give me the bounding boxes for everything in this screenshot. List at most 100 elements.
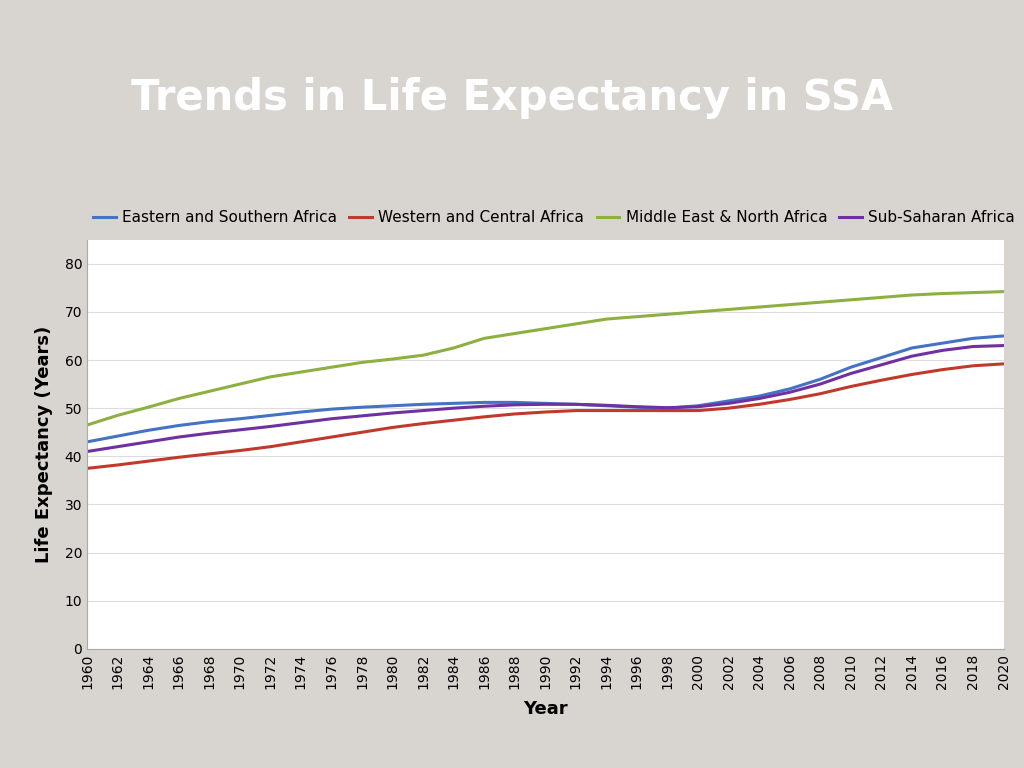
Sub-Saharan Africa (81, 447, 93, 456)
Western and Central Africa (540, 407, 552, 416)
Western and Central Africa (173, 452, 185, 462)
Eastern and Southern Africa (631, 402, 643, 412)
Western and Central Africa (662, 406, 674, 415)
Sub-Saharan Africa (386, 409, 398, 418)
Eastern and Southern Africa (233, 414, 246, 423)
Middle East & North Africa (600, 314, 612, 323)
Western and Central Africa (142, 456, 155, 465)
Sub-Saharan Africa (447, 403, 460, 412)
Western and Central Africa (478, 412, 490, 422)
Middle East & North Africa (417, 350, 429, 359)
Middle East & North Africa (447, 343, 460, 353)
Sub-Saharan Africa (478, 402, 490, 411)
Sub-Saharan Africa (876, 360, 888, 369)
Eastern and Southern Africa (295, 407, 307, 416)
Western and Central Africa (509, 409, 521, 419)
Sub-Saharan Africa (662, 403, 674, 412)
Middle East & North Africa (967, 288, 979, 297)
Middle East & North Africa (203, 387, 215, 396)
Western and Central Africa (81, 464, 93, 473)
Eastern and Southern Africa (783, 384, 796, 393)
Middle East & North Africa (631, 312, 643, 321)
Eastern and Southern Africa (417, 399, 429, 409)
Eastern and Southern Africa (326, 405, 338, 414)
Eastern and Southern Africa (936, 339, 948, 348)
Eastern and Southern Africa (356, 402, 369, 412)
Middle East & North Africa (173, 394, 185, 403)
Sub-Saharan Africa (356, 412, 369, 421)
Western and Central Africa (967, 361, 979, 370)
Western and Central Africa (203, 449, 215, 458)
Eastern and Southern Africa (876, 353, 888, 362)
Line: Middle East & North Africa: Middle East & North Africa (87, 292, 1004, 425)
Middle East & North Africa (386, 355, 398, 364)
Sub-Saharan Africa (845, 369, 857, 378)
Sub-Saharan Africa (997, 341, 1010, 350)
Middle East & North Africa (264, 372, 276, 382)
Middle East & North Africa (753, 303, 765, 312)
Middle East & North Africa (81, 420, 93, 429)
Western and Central Africa (997, 359, 1010, 369)
Legend: Eastern and Southern Africa, Western and Central Africa, Middle East & North Afr: Eastern and Southern Africa, Western and… (87, 204, 1021, 231)
Eastern and Southern Africa (569, 399, 582, 409)
Sub-Saharan Africa (600, 401, 612, 410)
Western and Central Africa (233, 446, 246, 455)
Eastern and Southern Africa (447, 399, 460, 408)
Middle East & North Africa (876, 293, 888, 302)
Eastern and Southern Africa (112, 432, 124, 441)
Western and Central Africa (814, 389, 826, 399)
Middle East & North Africa (845, 295, 857, 304)
Middle East & North Africa (142, 402, 155, 412)
Sub-Saharan Africa (540, 399, 552, 409)
Eastern and Southern Africa (509, 398, 521, 407)
Eastern and Southern Africa (997, 331, 1010, 340)
Middle East & North Africa (692, 307, 705, 316)
Line: Eastern and Southern Africa: Eastern and Southern Africa (87, 336, 1004, 442)
Sub-Saharan Africa (233, 425, 246, 435)
Eastern and Southern Africa (967, 334, 979, 343)
Middle East & North Africa (356, 358, 369, 367)
Sub-Saharan Africa (967, 342, 979, 351)
Sub-Saharan Africa (936, 346, 948, 355)
Western and Central Africa (631, 406, 643, 415)
Sub-Saharan Africa (906, 352, 919, 361)
Eastern and Southern Africa (692, 401, 705, 410)
Sub-Saharan Africa (723, 399, 735, 408)
Text: Trends in Life Expectancy in SSA: Trends in Life Expectancy in SSA (131, 77, 893, 119)
Western and Central Africa (569, 406, 582, 415)
Middle East & North Africa (783, 300, 796, 310)
Middle East & North Africa (662, 310, 674, 319)
Western and Central Africa (356, 428, 369, 437)
Eastern and Southern Africa (662, 403, 674, 412)
Eastern and Southern Africa (142, 425, 155, 435)
Eastern and Southern Africa (203, 417, 215, 426)
Sub-Saharan Africa (753, 394, 765, 403)
Eastern and Southern Africa (81, 437, 93, 446)
Western and Central Africa (112, 460, 124, 469)
Sub-Saharan Africa (142, 437, 155, 446)
Western and Central Africa (447, 415, 460, 425)
Sub-Saharan Africa (264, 422, 276, 431)
Sub-Saharan Africa (631, 402, 643, 412)
Sub-Saharan Africa (692, 402, 705, 412)
Sub-Saharan Africa (509, 400, 521, 409)
Western and Central Africa (295, 437, 307, 446)
Middle East & North Africa (569, 319, 582, 329)
Middle East & North Africa (233, 379, 246, 389)
Middle East & North Africa (814, 298, 826, 307)
Line: Sub-Saharan Africa: Sub-Saharan Africa (87, 346, 1004, 452)
Middle East & North Africa (723, 305, 735, 314)
Sub-Saharan Africa (295, 418, 307, 427)
Western and Central Africa (723, 403, 735, 412)
Western and Central Africa (264, 442, 276, 452)
Eastern and Southern Africa (264, 411, 276, 420)
Eastern and Southern Africa (540, 399, 552, 408)
Eastern and Southern Africa (723, 396, 735, 406)
Middle East & North Africa (906, 290, 919, 300)
Sub-Saharan Africa (112, 442, 124, 452)
Sub-Saharan Africa (814, 379, 826, 389)
Sub-Saharan Africa (417, 406, 429, 415)
Western and Central Africa (753, 399, 765, 409)
Eastern and Southern Africa (845, 362, 857, 372)
Middle East & North Africa (478, 334, 490, 343)
